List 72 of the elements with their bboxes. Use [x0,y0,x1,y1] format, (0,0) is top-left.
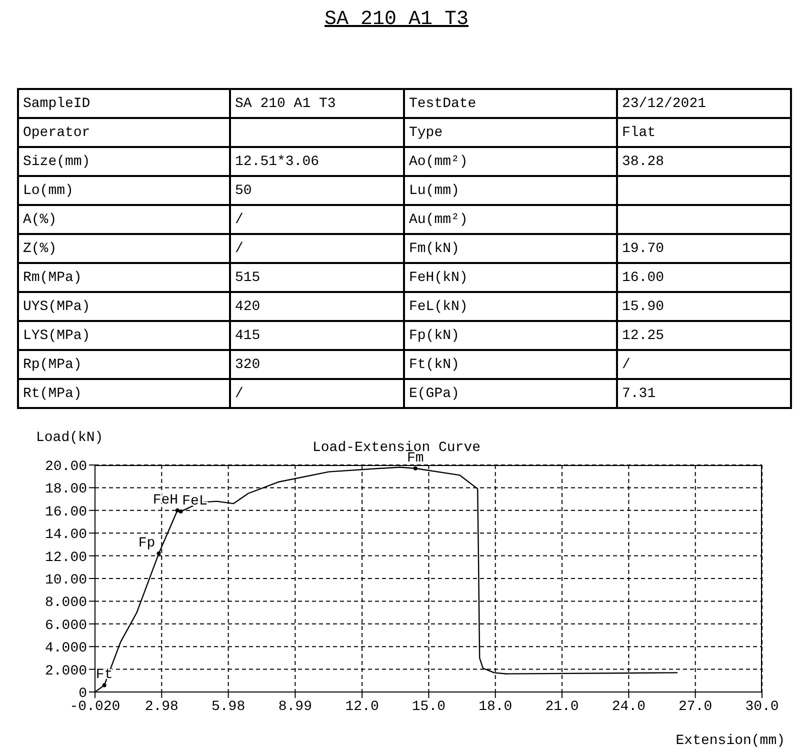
text: SampleID [18,89,230,118]
text: 320 [230,350,404,379]
y-tick-label: 10.00 [44,572,87,588]
text: Rm(MPa) [18,263,230,292]
text: Rp(MPa) [18,350,230,379]
x-tick-label: 30.0 [745,698,779,715]
text: LYS(MPa) [18,321,230,350]
text: Size(mm) [18,147,230,176]
text: UYS(MPa) [18,292,230,321]
text: Ft(kN) [404,350,617,379]
x-tick-label: 21.0 [545,698,579,715]
text: / [230,234,404,263]
text: TestDate [404,89,617,118]
y-tick-label: 16.00 [44,504,87,520]
text: 50 [230,176,404,205]
text: Z(%) [18,234,230,263]
text: / [230,205,404,234]
text: 415 [230,321,404,350]
text: 15.90 [617,292,791,321]
text: 420 [230,292,404,321]
text: 19.70 [617,234,791,263]
x-tick-label: 2.98 [144,698,178,715]
y-axis-title: Load(kN) [36,430,104,446]
text: SA 210 A1 T3 [323,8,470,31]
text: Fp(kN) [404,321,617,350]
y-tick-label: 6.000 [44,618,87,634]
point [178,510,183,514]
point [156,552,161,556]
text: A(%) [18,205,230,234]
text: Rt(MPa) [18,379,230,408]
text: FeL(kN) [404,292,617,321]
text: / [617,350,791,379]
x-tick-label: 8.99 [278,698,312,715]
x-tick-label: 27.0 [678,698,712,715]
text: E(GPa) [404,379,617,408]
text: Au(mm²) [404,205,617,234]
text: SA 210 A1 T3 [230,89,404,118]
x-tick-label: 15.0 [412,698,446,715]
point [175,508,180,512]
annotation: Fp [138,536,156,552]
x-tick-label: 5.98 [212,698,246,715]
annotation: FeH [152,492,178,508]
point [413,466,418,470]
text: 12.51*3.06 [230,147,404,176]
text: Fm(kN) [404,234,617,263]
y-tick-label: 4.000 [44,640,87,657]
text: Ao(mm²) [404,147,617,176]
text: 7.31 [617,379,791,408]
text: 38.28 [617,147,791,176]
x-tick-label: 24.0 [612,698,646,715]
text: Flat [617,118,791,147]
y-tick-label: 12.00 [44,550,87,566]
text: Lo(mm) [18,176,230,205]
y-tick-label: 8.000 [44,595,87,612]
text: 16.00 [617,263,791,292]
text: 23/12/2021 [617,89,791,118]
y-tick-label: 14.00 [44,527,87,544]
text: FeH(kN) [404,263,617,292]
text: 515 [230,263,404,292]
x-tick-label: 18.0 [478,698,512,715]
y-tick-label: 20.00 [44,458,87,475]
text: Type [404,118,617,147]
annotation: FeL [182,494,208,510]
text: Lu(mm) [404,176,617,205]
y-tick-label: 18.00 [44,482,87,498]
y-tick-label: 2.000 [44,663,87,680]
x-tick-label: 12.0 [345,698,379,715]
point [102,683,106,688]
text: Operator [18,118,230,147]
x-axis-title: Extension(mm) [676,733,785,749]
text: / [230,379,404,408]
text: 12.25 [617,321,791,350]
